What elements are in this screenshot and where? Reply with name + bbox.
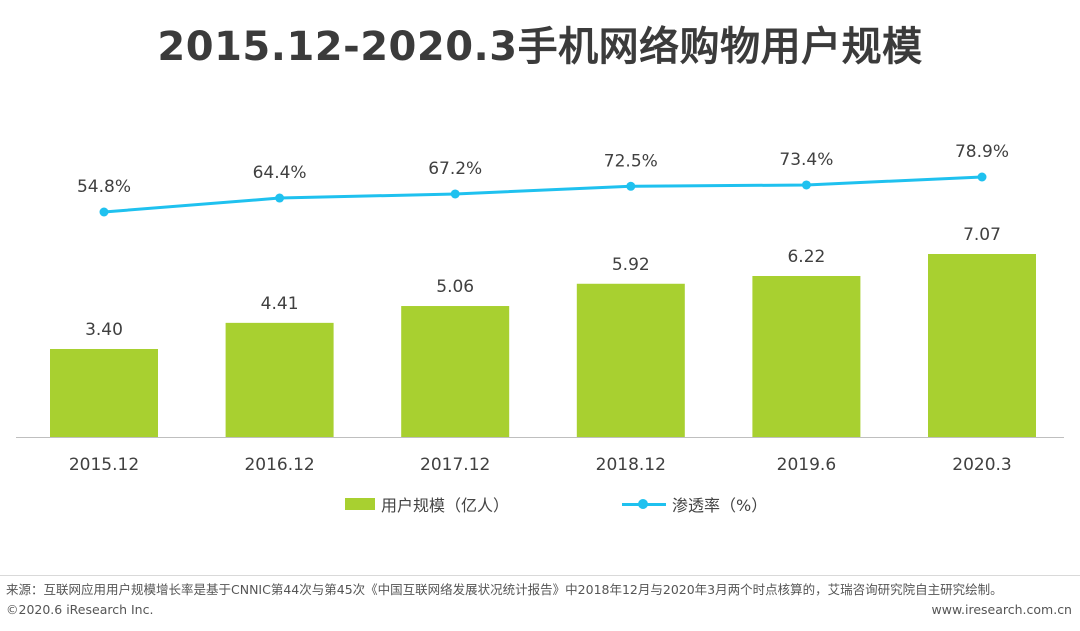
- x-tick-label-2019.6: 2019.6: [777, 455, 836, 475]
- chart-canvas: 3.40 2015.12 4.41 2016.12 5.06 2017.12 5.92 201…: [16, 142, 1064, 475]
- legend-bar-swatch: [345, 498, 375, 510]
- line-point-2019.6: [801, 180, 811, 190]
- line-point-2018.12: [626, 181, 636, 191]
- legend: 用户规模（亿人） 渗透率（%）: [0, 492, 1080, 516]
- bar-2020.3: [928, 254, 1036, 437]
- legend-item-penetration: 渗透率（%）: [622, 492, 767, 516]
- bar-2019.6: [752, 276, 861, 437]
- source-note: 来源：互联网应用用户规模增长率是基于CNNIC第44次与第45次《中国互联网络发…: [6, 582, 1003, 597]
- line-label-2016.12: 64.4%: [253, 163, 307, 183]
- bar-2015.12: [50, 348, 158, 437]
- line-label-2015.12: 54.8%: [77, 177, 131, 197]
- x-tick-label-2015.12: 2015.12: [69, 455, 139, 475]
- bar-2018.12: [576, 283, 685, 437]
- bar-label-2017.12: 5.06: [436, 277, 474, 297]
- website-link: www.iresearch.com.cn: [931, 602, 1073, 617]
- penetration-line: [103, 175, 983, 214]
- bar-2017.12: [401, 306, 510, 437]
- legend-label-penetration: 渗透率（%）: [672, 496, 768, 515]
- x-tick-label-2018.12: 2018.12: [596, 455, 666, 475]
- x-tick-label-2020.3: 2020.3: [952, 455, 1011, 475]
- line-label-2017.12: 67.2%: [428, 159, 482, 179]
- line-point-2016.12: [275, 193, 285, 203]
- line-point-2017.12: [450, 189, 460, 199]
- legend-line-swatch: [622, 498, 666, 509]
- bar-label-2016.12: 4.41: [261, 294, 299, 314]
- footer-divider: [0, 575, 1080, 576]
- bar-2016.12: [225, 322, 334, 437]
- legend-label-user-scale: 用户规模（亿人）: [381, 496, 510, 515]
- bar-label-2015.12: 3.40: [85, 320, 123, 340]
- line-point-2020.3: [977, 172, 987, 182]
- bar-label-2019.6: 6.22: [787, 247, 825, 267]
- line-label-2018.12: 72.5%: [604, 151, 658, 171]
- legend-item-user-scale: 用户规模（亿人）: [345, 492, 509, 516]
- x-tick-label-2016.12: 2016.12: [244, 455, 314, 475]
- line-label-2020.3: 78.9%: [955, 142, 1009, 162]
- bar-label-2020.3: 7.07: [963, 225, 1001, 245]
- line-point-2015.12: [99, 207, 109, 217]
- bar-label-2018.12: 5.92: [612, 255, 650, 275]
- copyright: ©2020.6 iResearch Inc.: [6, 602, 154, 617]
- x-tick-label-2017.12: 2017.12: [420, 455, 490, 475]
- line-label-2019.6: 73.4%: [779, 150, 833, 170]
- chart-title: 2015.12-2020.3手机网络购物用户规模: [157, 24, 923, 70]
